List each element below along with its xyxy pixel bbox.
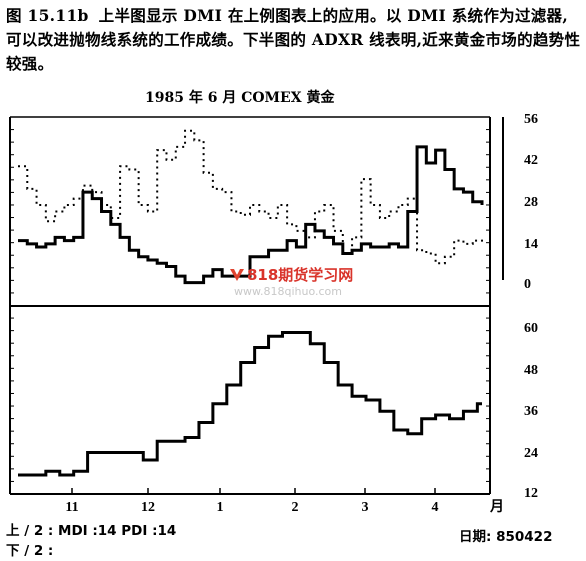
chart-frame xyxy=(9,116,504,495)
chart-title: 1985 年 6 月 COMEX 黄金 xyxy=(145,90,335,106)
upper-panel-lines xyxy=(18,129,484,285)
y-tick-label: 14 xyxy=(524,237,538,252)
y-tick-label: 24 xyxy=(524,446,538,461)
y-tick-label: 28 xyxy=(524,195,538,210)
lower-panel-lines xyxy=(18,331,482,477)
y-tick-label: 56 xyxy=(524,112,538,127)
y-tick-label: 36 xyxy=(524,404,538,419)
watermark-brand: 818期货学习网 xyxy=(247,266,354,284)
x-tick-label: 11 xyxy=(65,500,78,515)
y-tick-label: 12 xyxy=(524,486,538,501)
x-axis-labels: 11 12 1 2 3 4 月 xyxy=(65,499,504,515)
x-axis-unit: 月 xyxy=(489,499,504,515)
y-axis-labels: 56 42 28 14 0 60 48 36 24 12 xyxy=(524,112,538,501)
x-tick-label: 12 xyxy=(141,500,155,515)
watermark-url: www.818qihuo.com xyxy=(234,285,342,298)
y-tick-label: 60 xyxy=(524,321,538,336)
footer-lower-params: 下 / 2 : xyxy=(6,543,54,559)
series-line-pdi xyxy=(18,129,483,265)
y-tick-label: 0 xyxy=(524,277,531,292)
x-tick-label: 4 xyxy=(432,500,439,515)
series-line-mdi xyxy=(18,145,484,285)
x-tick-label: 3 xyxy=(362,500,369,515)
footer-date: 日期: 850422 xyxy=(459,529,553,545)
series-line-adxr xyxy=(18,331,482,477)
y-tick-label: 48 xyxy=(524,363,538,378)
x-tick-label: 2 xyxy=(292,500,299,515)
x-tick-label: 1 xyxy=(217,500,224,515)
figure-number: 图 15.11b xyxy=(6,6,89,25)
caption-text: 上半图显示 DMI 在上例图表上的应用。以 DMI 系统作为过滤器,可以改进抛物… xyxy=(6,6,581,73)
watermark-logo-icon xyxy=(230,269,244,281)
footer-upper-params: 上 / 2 : MDI :14 PDI :14 xyxy=(6,523,177,539)
figure-caption: 图 15.11b 上半图显示 DMI 在上例图表上的应用。以 DMI 系统作为过滤… xyxy=(6,4,582,76)
y-tick-label: 42 xyxy=(524,153,538,168)
